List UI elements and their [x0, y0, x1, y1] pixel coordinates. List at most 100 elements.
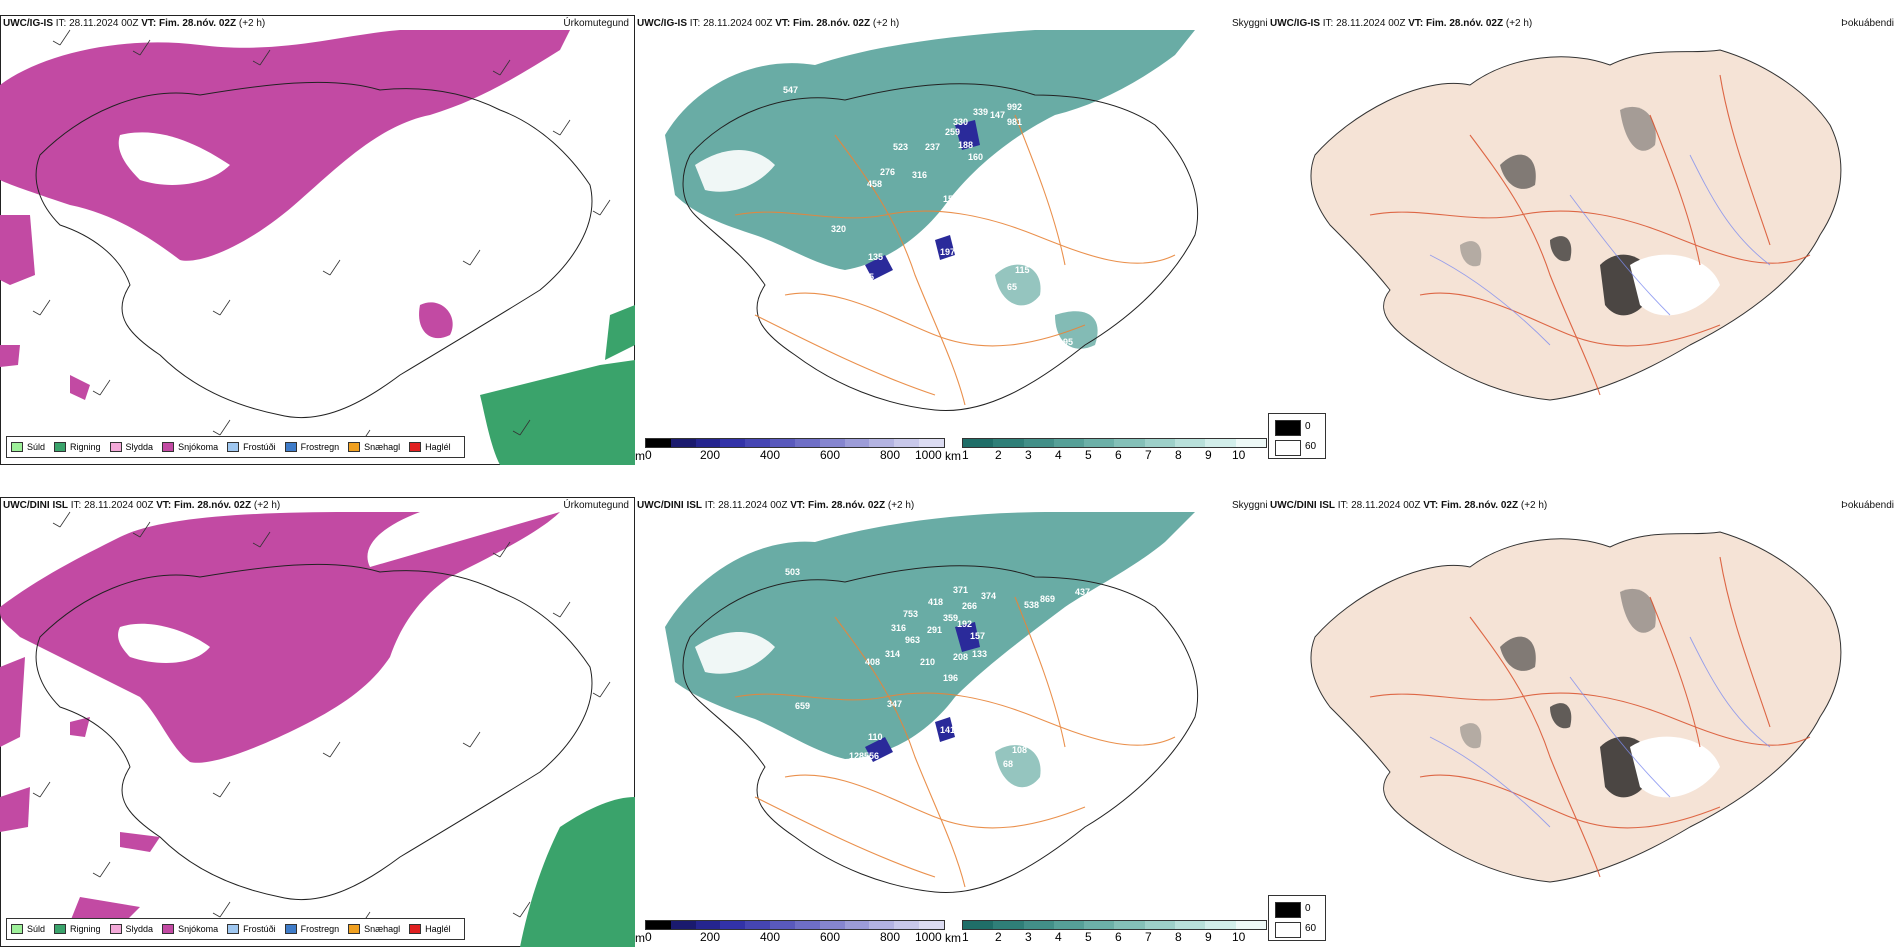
tick-label: 200 — [700, 930, 721, 944]
tick-label: 4 — [1055, 930, 1062, 944]
legend-item: Haglél — [409, 442, 451, 452]
fog-title: Þokuábendi — [1841, 18, 1894, 29]
elev-label: 266 — [962, 601, 977, 611]
tick-label: 7 — [1145, 448, 1152, 462]
tick-label: 0 — [645, 448, 652, 462]
tick-label: 2 — [995, 930, 1002, 944]
elev-label: 359 — [943, 613, 958, 623]
elev-label: 157 — [970, 631, 985, 641]
vis-unit: km — [945, 931, 961, 945]
snow-area — [0, 30, 570, 261]
legend-item: Súld — [11, 924, 45, 934]
elev-label: 347 — [887, 699, 902, 709]
precip-map-1 — [0, 15, 635, 465]
visibility-colorbar: 1 2 3 4 5 6 7 8 9 10 — [962, 920, 1267, 944]
elev-label: 259 — [945, 127, 960, 137]
header-precip-2: UWC/DINI ISL IT: 28.11.2024 00Z VT: Fim.… — [3, 500, 281, 511]
fog-map-1 — [1310, 49, 1842, 401]
elev-label: 160 — [968, 152, 983, 162]
elev-label: 330 — [953, 117, 968, 127]
elev-label: 192 — [957, 619, 972, 629]
tick-label: 400 — [760, 448, 781, 462]
tick-label: 800 — [880, 448, 901, 462]
elev-label: 196 — [943, 673, 958, 683]
fog-panel-row1: UWC/IG-IS IT: 28.11.2024 00Z VT: Fim. 28… — [1270, 15, 1900, 435]
elev-label: 210 — [920, 657, 935, 667]
elev-label: 128 — [888, 252, 903, 262]
elev-label: 556 — [864, 751, 879, 761]
elev-label: 95 — [1063, 337, 1073, 347]
elev-label: 371 — [953, 585, 968, 595]
tick-label: 0 — [645, 930, 652, 944]
tick-label: 9 — [1205, 930, 1212, 944]
legend-item: Snjókoma — [162, 924, 218, 934]
elev-label: 135 — [868, 252, 883, 262]
elev-label: 208 — [953, 652, 968, 662]
elev-label: 68 — [1003, 759, 1013, 769]
tick-label: 1000 — [915, 448, 942, 462]
elev-label: 320 — [831, 224, 846, 234]
tick-label: 1 — [962, 448, 969, 462]
legend-item: Frostregn — [284, 442, 339, 452]
elev-label: 276 — [880, 167, 895, 177]
height-unit: m — [635, 449, 645, 463]
visibility-map-2: 503 753 418 371 374 266 538 869 437 316 … — [665, 512, 1199, 894]
elev-label: 418 — [928, 597, 943, 607]
elev-label: 133 — [972, 649, 987, 659]
elev-label: 458 — [867, 179, 882, 189]
elev-label: 992 — [1007, 102, 1022, 112]
fog-legend-2: 0 60 — [1268, 895, 1326, 941]
header-visibility-2: UWC/DINI ISL IT: 28.11.2024 00Z VT: Fim.… — [637, 500, 915, 511]
tick-label: 4 — [1055, 448, 1062, 462]
height-unit: m — [635, 931, 645, 945]
elev-label: 437 — [1075, 587, 1090, 597]
visibility-title: Skyggni — [1232, 18, 1268, 29]
elev-label: 125 — [859, 272, 874, 282]
elev-label: 981 — [1007, 117, 1022, 127]
visibility-panel-row1: 547 523 237 330 339 147 259 188 160 992 … — [635, 15, 1270, 465]
elev-label: 291 — [927, 625, 942, 635]
tick-label: 800 — [880, 930, 901, 944]
elev-label: 753 — [903, 609, 918, 619]
elev-label: 115 — [1015, 265, 1030, 275]
fog-map-2 — [1310, 531, 1842, 883]
tick-label: 1 — [962, 930, 969, 944]
tick-label: 10 — [1232, 930, 1246, 944]
header-visibility-1: UWC/IG-IS IT: 28.11.2024 00Z VT: Fim. 28… — [637, 18, 900, 29]
elev-label: 963 — [905, 635, 920, 645]
tick-label: 7 — [1145, 930, 1152, 944]
fog-title: Þokuábendi — [1841, 500, 1894, 511]
header-precip-1: UWC/IG-IS IT: 28.11.2024 00Z VT: Fim. 28… — [3, 18, 266, 29]
legend-item: Frostregn — [284, 924, 339, 934]
elev-label: 869 — [1040, 594, 1055, 604]
elev-label: 128 — [849, 751, 864, 761]
elev-label: 108 — [1012, 745, 1027, 755]
elev-label: 197 — [940, 247, 955, 257]
elev-label: 147 — [990, 110, 1005, 120]
visibility-colorbar: 1 2 3 4 5 6 7 8 9 10 — [962, 438, 1267, 462]
tick-label: 3 — [1025, 448, 1032, 462]
height-colorbar: 0 200 400 600 800 1000 — [645, 438, 945, 462]
header-fog-1: UWC/IG-IS IT: 28.11.2024 00Z VT: Fim. 28… — [1270, 18, 1533, 29]
tick-label: 5 — [1085, 930, 1092, 944]
tick-label: 8 — [1175, 448, 1182, 462]
legend-item: Súld — [11, 442, 45, 452]
elev-label: 374 — [981, 591, 996, 601]
elev-label: 408 — [865, 657, 880, 667]
header-fog-2: UWC/DINI ISL IT: 28.11.2024 00Z VT: Fim.… — [1270, 500, 1548, 511]
fog-legend-1: 0 60 — [1268, 413, 1326, 459]
tick-label: 8 — [1175, 930, 1182, 944]
tick-label: 6 — [1115, 448, 1122, 462]
tick-label: 600 — [820, 930, 841, 944]
elev-label: 314 — [885, 649, 900, 659]
precip-panel-row2: UWC/DINI ISL IT: 28.11.2024 00Z VT: Fim.… — [0, 497, 635, 947]
visibility-panel-row2: 503 753 418 371 374 266 538 869 437 316 … — [635, 497, 1270, 947]
elev-label: 523 — [893, 142, 908, 152]
elev-label: 141 — [940, 725, 955, 735]
tick-label: 10 — [1232, 448, 1246, 462]
elev-label: 316 — [891, 623, 906, 633]
precip-title: Úrkomutegund — [563, 18, 629, 29]
precip-legend: Súld Rigning Slydda Snjókoma Frostúði Fr… — [6, 918, 465, 940]
legend-item: Slydda — [109, 924, 153, 934]
legend-item: Slydda — [109, 442, 153, 452]
